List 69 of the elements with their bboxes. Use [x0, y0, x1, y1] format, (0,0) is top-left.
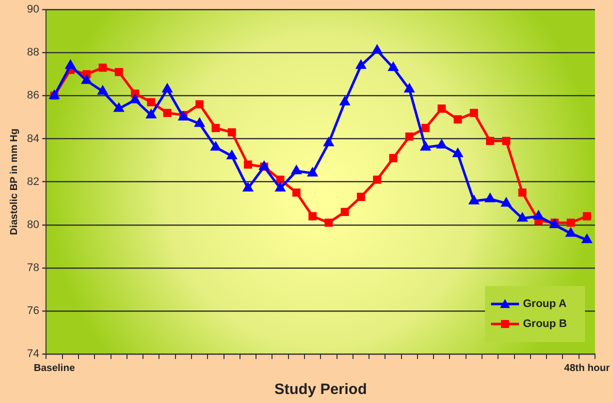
y-tick-label: 90 — [26, 4, 40, 16]
point — [66, 60, 76, 69]
point — [194, 118, 204, 127]
point — [454, 115, 462, 124]
point — [486, 136, 494, 145]
point — [292, 166, 302, 174]
point — [163, 108, 172, 117]
point — [130, 94, 140, 104]
point — [114, 103, 124, 112]
y-tick-label: 78 — [26, 262, 40, 274]
point — [405, 132, 414, 141]
point — [82, 75, 92, 84]
y-tick-label: 76 — [26, 304, 40, 317]
point — [324, 218, 333, 227]
point — [438, 104, 446, 113]
y-tick-label: 80 — [26, 218, 40, 231]
point — [228, 128, 236, 136]
point — [340, 208, 349, 216]
point — [453, 148, 463, 158]
point — [227, 150, 237, 160]
point — [582, 234, 592, 244]
point — [421, 124, 430, 132]
x-tick-label: 48th hour — [564, 362, 610, 374]
point — [308, 212, 317, 220]
x-axis-title: Study Period — [274, 381, 367, 398]
point — [534, 210, 544, 220]
point — [162, 84, 172, 92]
point — [210, 142, 220, 151]
point — [404, 84, 414, 92]
y-axis-title: Diastolic BP in mm Hg — [8, 128, 20, 236]
point — [308, 168, 318, 176]
y-tick-label: 74 — [26, 348, 40, 360]
point — [373, 176, 382, 184]
point — [98, 64, 107, 72]
point — [356, 60, 366, 69]
point — [470, 108, 478, 117]
point — [340, 96, 350, 106]
legend-label: Group A — [523, 298, 567, 310]
y-tick-label: 84 — [26, 132, 40, 145]
point — [372, 45, 382, 54]
point — [436, 140, 446, 148]
point — [566, 218, 575, 227]
y-tick-label: 88 — [26, 46, 40, 59]
point — [485, 194, 495, 202]
point — [212, 124, 220, 132]
y-tick-label: 82 — [26, 176, 40, 188]
point — [356, 192, 366, 201]
y-tick-label: 86 — [26, 90, 40, 102]
point — [420, 142, 430, 151]
point — [243, 183, 253, 192]
legend-label: Group B — [523, 318, 568, 330]
point — [389, 154, 398, 162]
point — [292, 188, 300, 197]
point — [582, 212, 592, 220]
point — [518, 188, 526, 197]
point — [469, 196, 479, 204]
point — [244, 160, 252, 169]
point — [147, 98, 156, 106]
point — [114, 68, 123, 76]
point — [195, 100, 204, 108]
point — [388, 62, 398, 71]
point — [502, 136, 510, 145]
point — [146, 110, 156, 118]
point — [276, 176, 284, 184]
point — [324, 138, 334, 146]
point — [130, 89, 140, 98]
point — [518, 213, 528, 222]
x-tick-label: Baseline — [34, 362, 76, 374]
point — [566, 228, 576, 237]
